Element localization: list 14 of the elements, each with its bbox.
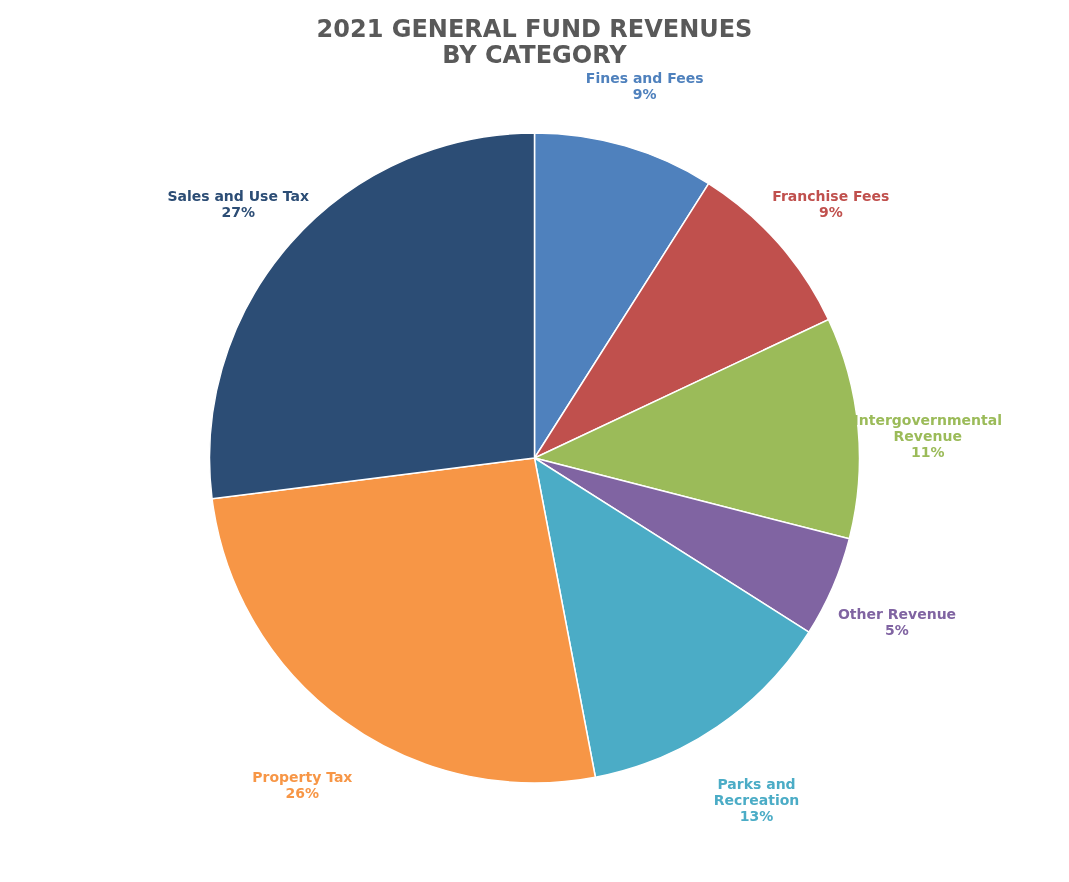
data-label: 5% <box>885 621 909 638</box>
slice-label: Sales and Use Tax <box>167 187 310 204</box>
data-label: 9% <box>818 203 843 220</box>
slice-label: Fines and Fees <box>585 69 704 86</box>
slice-label: Franchise Fees <box>772 187 890 204</box>
data-label: 27% <box>221 203 255 220</box>
chart-title: 2021 GENERAL FUND REVENUES BY CATEGORY <box>316 14 753 69</box>
data-label: 11% <box>910 443 945 460</box>
data-label: 13% <box>739 807 774 824</box>
slice-label: Property Tax <box>252 768 353 785</box>
data-label: 26% <box>285 784 320 801</box>
slice-label: Other Revenue <box>837 605 957 622</box>
slice-label: Parks and Recreation <box>713 775 800 808</box>
data-label: 9% <box>632 85 657 102</box>
